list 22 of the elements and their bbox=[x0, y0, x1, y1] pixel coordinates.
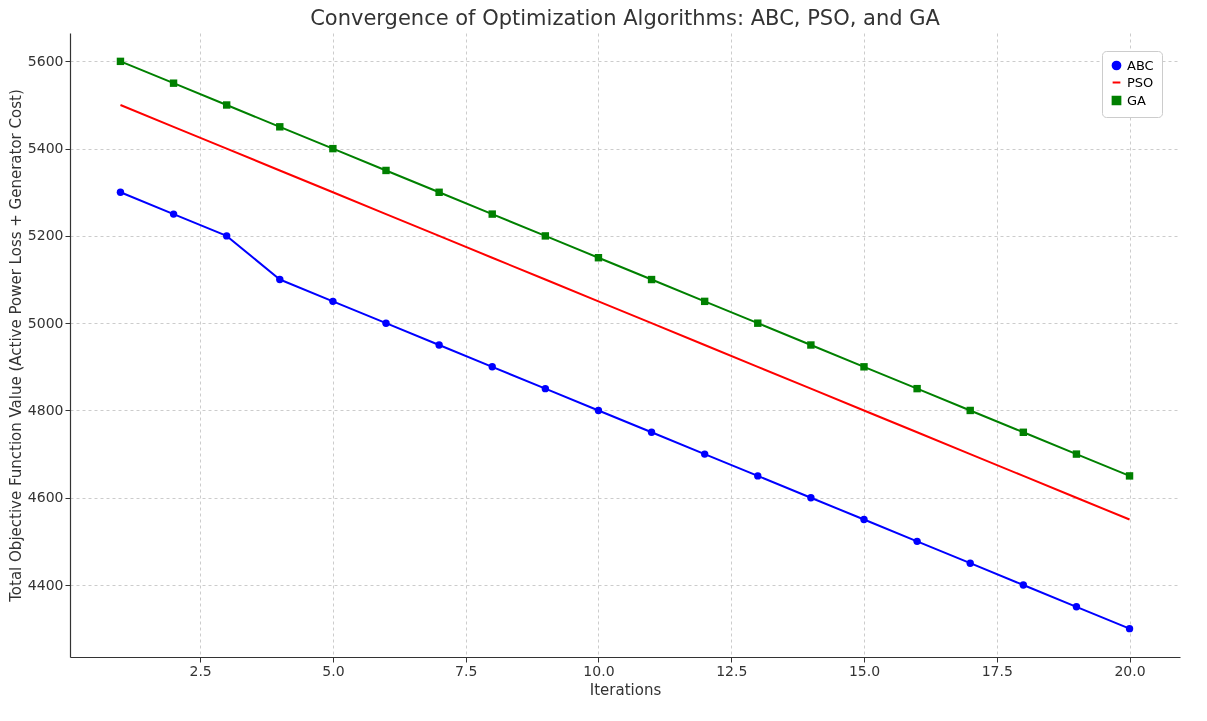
chart-title: Convergence of Optimization Algorithms: ABC, PSO, and GA bbox=[310, 6, 941, 30]
x-axis-title: Iterations bbox=[589, 680, 662, 699]
x-tick-label: 15.0 bbox=[848, 662, 881, 679]
x-tick-label: 2.5 bbox=[189, 662, 212, 679]
x-tick-label: 10.0 bbox=[583, 662, 615, 679]
y-tick-label: 5400 bbox=[27, 140, 64, 157]
y-tick-label: 4400 bbox=[27, 576, 64, 593]
x-tick-label: 7.5 bbox=[455, 662, 478, 679]
y-tick-label: 4600 bbox=[27, 489, 64, 506]
y-tick-label: 5000 bbox=[27, 314, 64, 331]
legend-label: ABC bbox=[1127, 57, 1154, 73]
y-axis-title: Total Objective Function Value (Active Power Loss + Generator Cost) bbox=[6, 89, 25, 603]
line-series bbox=[119, 104, 1131, 521]
x-tick-label: 17.5 bbox=[981, 662, 1013, 679]
y-tick-label: 5200 bbox=[27, 227, 64, 244]
x-tick-label: 5.0 bbox=[322, 662, 345, 679]
y-tick-label: 5600 bbox=[27, 52, 64, 69]
legend-label: PSO bbox=[1127, 74, 1154, 90]
x-tick-label: 12.5 bbox=[716, 662, 748, 679]
y-tick-label: 4800 bbox=[27, 401, 64, 418]
x-tick-label: 20.0 bbox=[1114, 662, 1146, 679]
legend-label: GA bbox=[1127, 92, 1147, 108]
